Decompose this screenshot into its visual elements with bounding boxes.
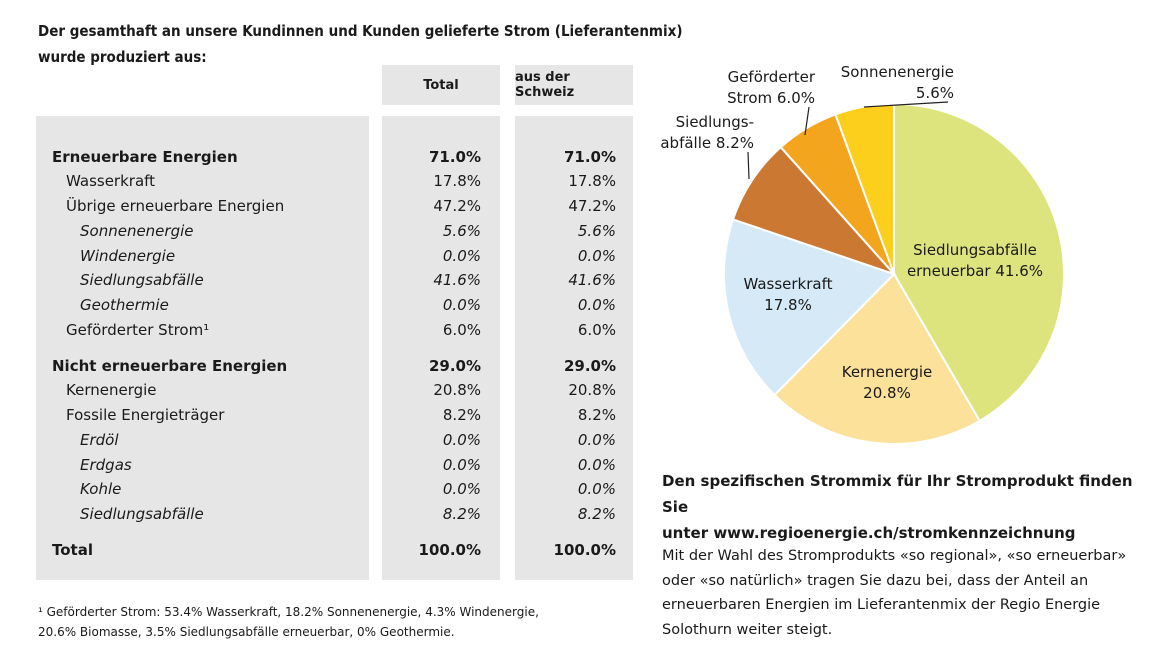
row-total: 100.0% [418,541,481,559]
table-row: Siedlungsabfälle 41.6% 41.6% [52,268,622,292]
row-label: Erdöl [80,431,119,449]
table-total-column-bg [382,116,500,580]
row-total: 8.2% [442,406,481,424]
pie-slice [731,145,898,277]
row-schweiz: 5.6% [577,222,616,240]
row-schweiz: 20.8% [568,381,616,399]
footnote-line-2: 20.6% Biomasse, 3.5% Siedlungsabfälle er… [38,625,455,639]
footnote-line-1: ¹ Geförderter Strom: 53.4% Wasserkraft, … [38,605,539,619]
row-label: Siedlungsabfälle [80,505,204,523]
info-paragraph: Mit der Wahl des Stromprodukts «so regio… [662,544,1142,642]
table-row: Erneuerbare Energien 71.0% 71.0% [52,145,622,169]
table-row: Sonnenenergie 5.6% 5.6% [52,219,622,243]
row-total: 0.0% [442,431,481,449]
table-row: Siedlungsabfälle 8.2% 8.2% [52,502,622,526]
table-label-column-bg [36,116,369,580]
table-row: Übrige erneuerbare Energien 47.2% 47.2% [52,194,622,218]
table-row: Erdgas 0.0% 0.0% [52,453,622,477]
table-row: Wasserkraft 17.8% 17.8% [52,169,622,193]
row-label: Nicht erneuerbare Energien [52,357,288,375]
info-line-3: erneuerbaren Energien im Lieferantenmix … [662,597,1101,613]
footnote: ¹ Geförderter Strom: 53.4% Wasserkraft, … [38,602,618,642]
pie-slice [773,272,981,445]
column-header-total: Total [382,65,500,105]
pie-slice [893,102,1065,423]
title-line-2: wurde produziert aus: [38,48,207,66]
table-row: Geothermie 0.0% 0.0% [52,293,622,317]
table-row: Kernenergie 20.8% 20.8% [52,378,622,402]
row-total: 5.6% [442,222,481,240]
row-label: Wasserkraft [66,172,156,190]
table-row: Windenergie 0.0% 0.0% [52,244,622,268]
table-row: Nicht erneuerbare Energien 29.0% 29.0% [52,354,622,378]
pie-slice-label: Sonnenenergie 5.6% [841,63,954,102]
row-schweiz: 8.2% [577,505,616,523]
info-line-2: oder «so natürlich» tragen Sie dazu bei,… [662,572,1089,589]
row-label: Geothermie [80,296,169,314]
row-total: 71.0% [428,148,481,166]
row-label: Sonnenenergie [80,222,194,240]
row-schweiz: 0.0% [577,456,616,474]
row-total: 20.8% [433,381,481,399]
pie-chart: Siedlungsabfälle erneuerbar 41.6% Kernener… [660,63,1065,445]
row-label: Übrige erneuerbare Energien [66,197,285,215]
row-total: 8.2% [442,505,481,523]
product-link-text: Den spezifischen Strommix für Ihr Stromp… [662,468,1142,546]
table-row: Total 100.0% 100.0% [52,538,622,562]
row-schweiz: 71.0% [563,148,616,166]
row-schweiz: 29.0% [563,357,616,375]
row-schweiz: 0.0% [577,431,616,449]
row-total: 0.0% [442,296,481,314]
row-label: Erneuerbare Energien [52,148,238,166]
table-row: Fossile Energieträger 8.2% 8.2% [52,403,622,427]
row-schweiz: 17.8% [568,172,616,190]
pie-slice-label: Kernenergie 20.8% [842,363,933,402]
table-schweiz-column-bg [515,116,633,580]
table-row: Geförderter Strom¹ 6.0% 6.0% [52,318,622,342]
row-label: Geförderter Strom¹ [66,321,210,339]
table-row: Erdöl 0.0% 0.0% [52,428,622,452]
row-total: 47.2% [433,197,481,215]
row-total: 6.0% [442,321,481,339]
row-total: 41.6% [433,271,481,289]
product-link-line-2: unter www.regioenergie.ch/stromkennzeich… [662,524,1076,542]
pie-slice [723,218,896,397]
info-line-1: Mit der Wahl des Stromprodukts «so regio… [662,548,1127,564]
row-total: 0.0% [442,480,481,498]
page-title: Der gesamthaft an unsere Kundinnen und K… [38,18,738,70]
row-label: Kernenergie [66,381,157,399]
row-schweiz: 0.0% [577,296,616,314]
row-label: Erdgas [80,456,132,474]
pie-slice-label: Geförderter Strom 6.0% [727,68,816,107]
row-label: Kohle [80,480,122,498]
row-schweiz: 0.0% [577,247,616,265]
row-schweiz: 100.0% [553,541,616,559]
info-line-4: Solothurn weiter steigt. [662,621,833,638]
product-link-line-1: Den spezifischen Strommix für Ihr Stromp… [662,472,1133,516]
table-row: Kohle 0.0% 0.0% [52,477,622,501]
row-schweiz: 47.2% [568,197,616,215]
row-schweiz: 6.0% [577,321,616,339]
title-line-1: Der gesamthaft an unsere Kundinnen und K… [38,22,683,40]
row-label: Siedlungsabfälle [80,271,204,289]
column-header-schweiz: aus der Schweiz [515,65,633,105]
row-total: 0.0% [442,247,481,265]
row-schweiz: 8.2% [577,406,616,424]
pie-slice-label: Wasserkraft 17.8% [743,275,832,314]
row-total: 17.8% [433,172,481,190]
pie-slice-label: Siedlungsabfälle erneuerbar 41.6% [907,241,1043,280]
row-label: Fossile Energieträger [66,406,225,424]
pie-leader-line [804,106,810,136]
row-total: 29.0% [428,357,481,375]
row-label: Total [52,541,93,559]
row-schweiz: 0.0% [577,480,616,498]
pie-slice-label: Siedlungs-abfälle 8.2% [660,113,754,152]
row-schweiz: 41.6% [568,271,616,289]
pie-leader-line [747,151,750,180]
row-total: 0.0% [442,456,481,474]
pie-leader-line [863,101,949,108]
row-label: Windenergie [80,247,176,265]
